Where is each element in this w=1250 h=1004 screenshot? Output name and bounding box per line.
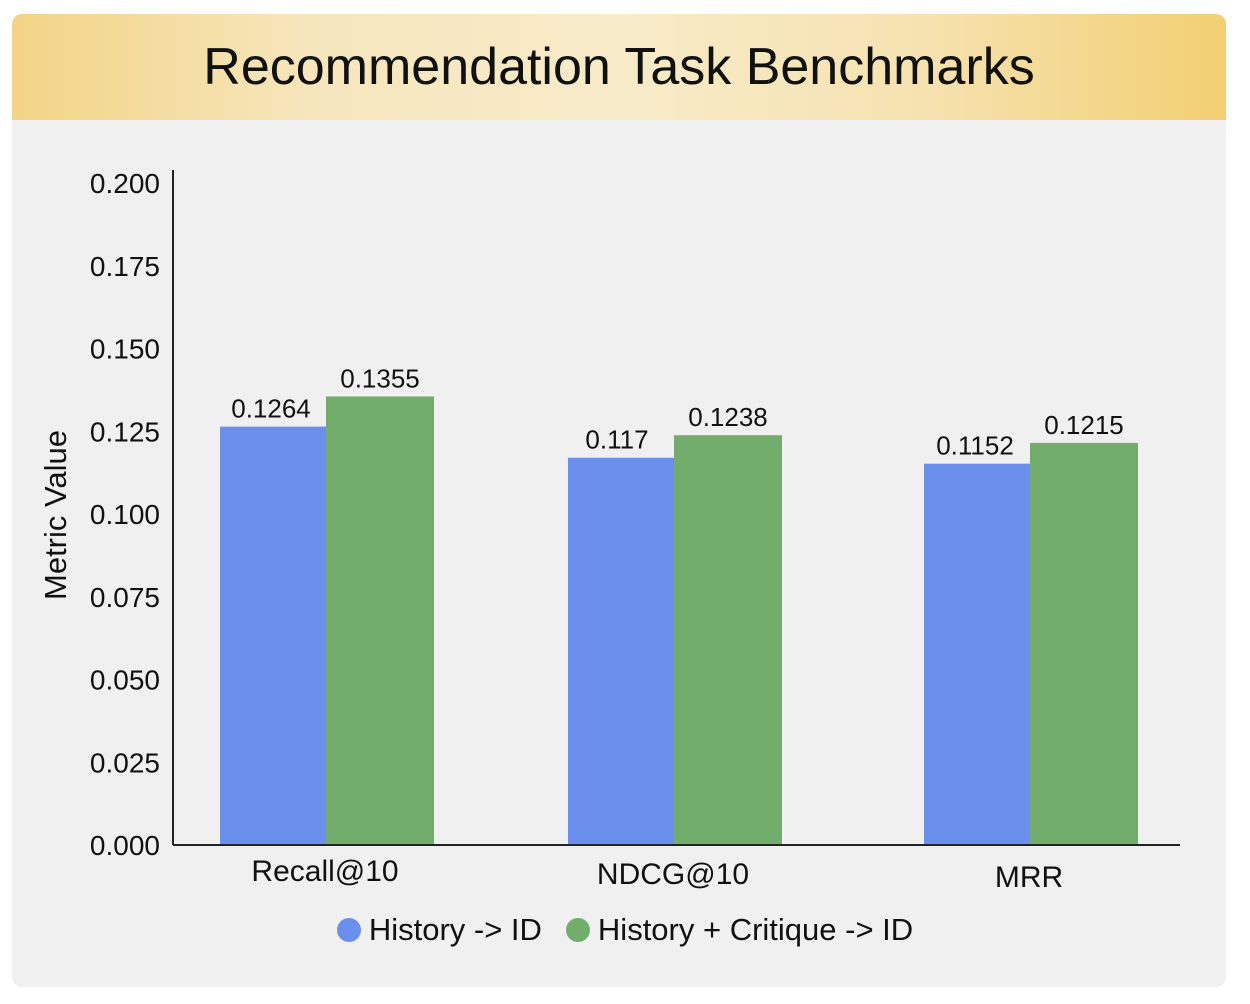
bar xyxy=(568,457,674,845)
bar-value-label: 0.1152 xyxy=(936,431,1014,461)
y-tick-label: 0.050 xyxy=(90,665,160,696)
bar-value-label: 0.1355 xyxy=(340,363,420,393)
legend-label-history-id: History -> ID xyxy=(368,912,542,947)
y-tick-label: 0.150 xyxy=(90,334,160,365)
x-tick-label: NDCG@10 xyxy=(597,858,749,891)
y-tick-label: 0.175 xyxy=(90,251,160,282)
bar xyxy=(220,426,326,845)
bar xyxy=(1030,442,1138,845)
legend: History -> ID History + Critique -> ID xyxy=(0,908,1250,952)
bar-value-label: 0.117 xyxy=(585,425,648,455)
legend-item-history-critique-id: History + Critique -> ID xyxy=(565,912,914,948)
y-tick-label: 0.000 xyxy=(90,830,160,861)
y-tick-label: 0.125 xyxy=(90,416,160,447)
y-axis-label: Metric Value xyxy=(38,430,73,600)
bar-value-label: 0.1264 xyxy=(231,394,311,424)
bar xyxy=(326,396,434,845)
legend-swatch-history-critique-id xyxy=(565,918,590,942)
x-tick-label: Recall@10 xyxy=(251,855,398,888)
y-tick-label: 0.200 xyxy=(90,168,160,199)
bar-value-label: 0.1238 xyxy=(688,402,768,432)
bar xyxy=(924,463,1030,845)
x-tick-label: MRR xyxy=(995,861,1063,894)
legend-item-history-id: History -> ID xyxy=(336,912,542,948)
bar-value-label: 0.1215 xyxy=(1044,410,1124,440)
y-tick-label: 0.100 xyxy=(90,499,160,530)
legend-swatch-history-id xyxy=(336,918,361,942)
bar xyxy=(674,435,782,845)
legend-label-history-critique-id: History + Critique -> ID xyxy=(597,912,914,947)
y-tick-label: 0.025 xyxy=(90,747,160,778)
title-band: Recommendation Task Benchmarks xyxy=(12,14,1226,120)
chart-title: Recommendation Task Benchmarks xyxy=(203,38,1035,96)
y-tick-label: 0.075 xyxy=(90,582,160,613)
